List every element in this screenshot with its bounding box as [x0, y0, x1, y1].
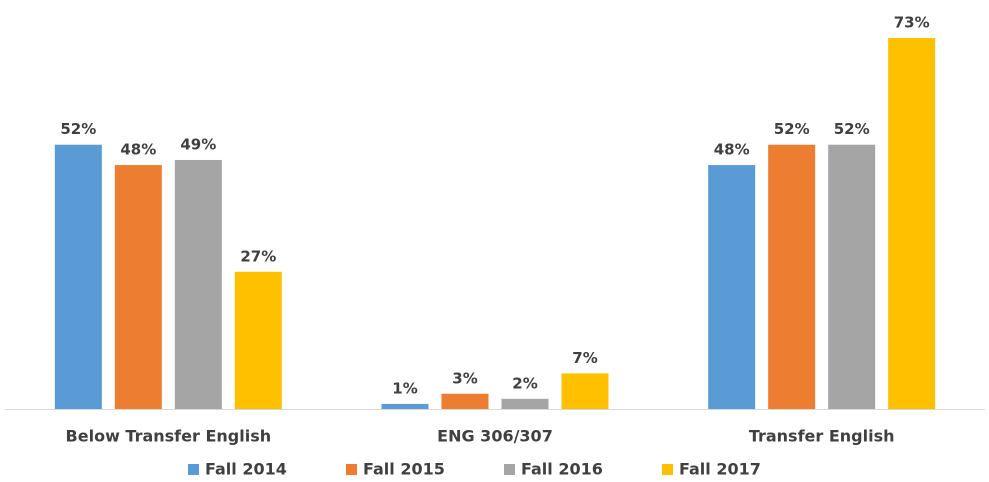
data-label: 1% — [392, 379, 417, 397]
data-label: 52% — [774, 120, 810, 138]
bar — [708, 165, 756, 409]
bar — [381, 403, 429, 409]
x-tick-label: Transfer English — [749, 427, 895, 446]
data-label: 52% — [834, 120, 870, 138]
bar — [828, 144, 876, 410]
legend-swatch — [188, 464, 199, 475]
data-label: 3% — [452, 369, 477, 387]
legend-swatch — [504, 464, 515, 475]
data-label: 27% — [240, 247, 276, 265]
bar — [501, 398, 549, 409]
legend-label: Fall 2015 — [363, 460, 445, 479]
data-label: 52% — [60, 120, 96, 138]
legend-swatch — [346, 464, 357, 475]
data-label: 48% — [714, 141, 750, 159]
legend-swatch — [662, 464, 673, 475]
data-label: 73% — [894, 14, 930, 32]
data-label: 49% — [180, 135, 216, 153]
bar — [768, 144, 816, 410]
data-label: 7% — [572, 349, 597, 367]
bar — [114, 165, 162, 409]
legend-label: Fall 2017 — [679, 460, 761, 479]
x-tick-label: ENG 306/307 — [437, 427, 553, 446]
bar — [54, 144, 102, 410]
bar — [888, 38, 936, 409]
bar — [561, 373, 609, 409]
legend-label: Fall 2014 — [205, 460, 287, 479]
data-label: 2% — [512, 374, 537, 392]
data-label: 48% — [120, 141, 156, 159]
legend-label: Fall 2016 — [521, 460, 603, 479]
bar — [174, 159, 222, 409]
x-tick-label: Below Transfer English — [66, 427, 272, 446]
bar — [234, 271, 282, 409]
bar — [441, 393, 489, 409]
